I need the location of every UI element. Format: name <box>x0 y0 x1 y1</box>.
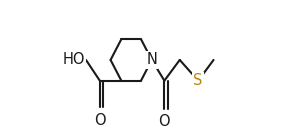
Text: O: O <box>159 114 170 129</box>
Text: N: N <box>146 52 157 67</box>
Text: O: O <box>94 113 105 128</box>
Text: S: S <box>193 73 203 88</box>
Text: HO: HO <box>63 52 85 67</box>
